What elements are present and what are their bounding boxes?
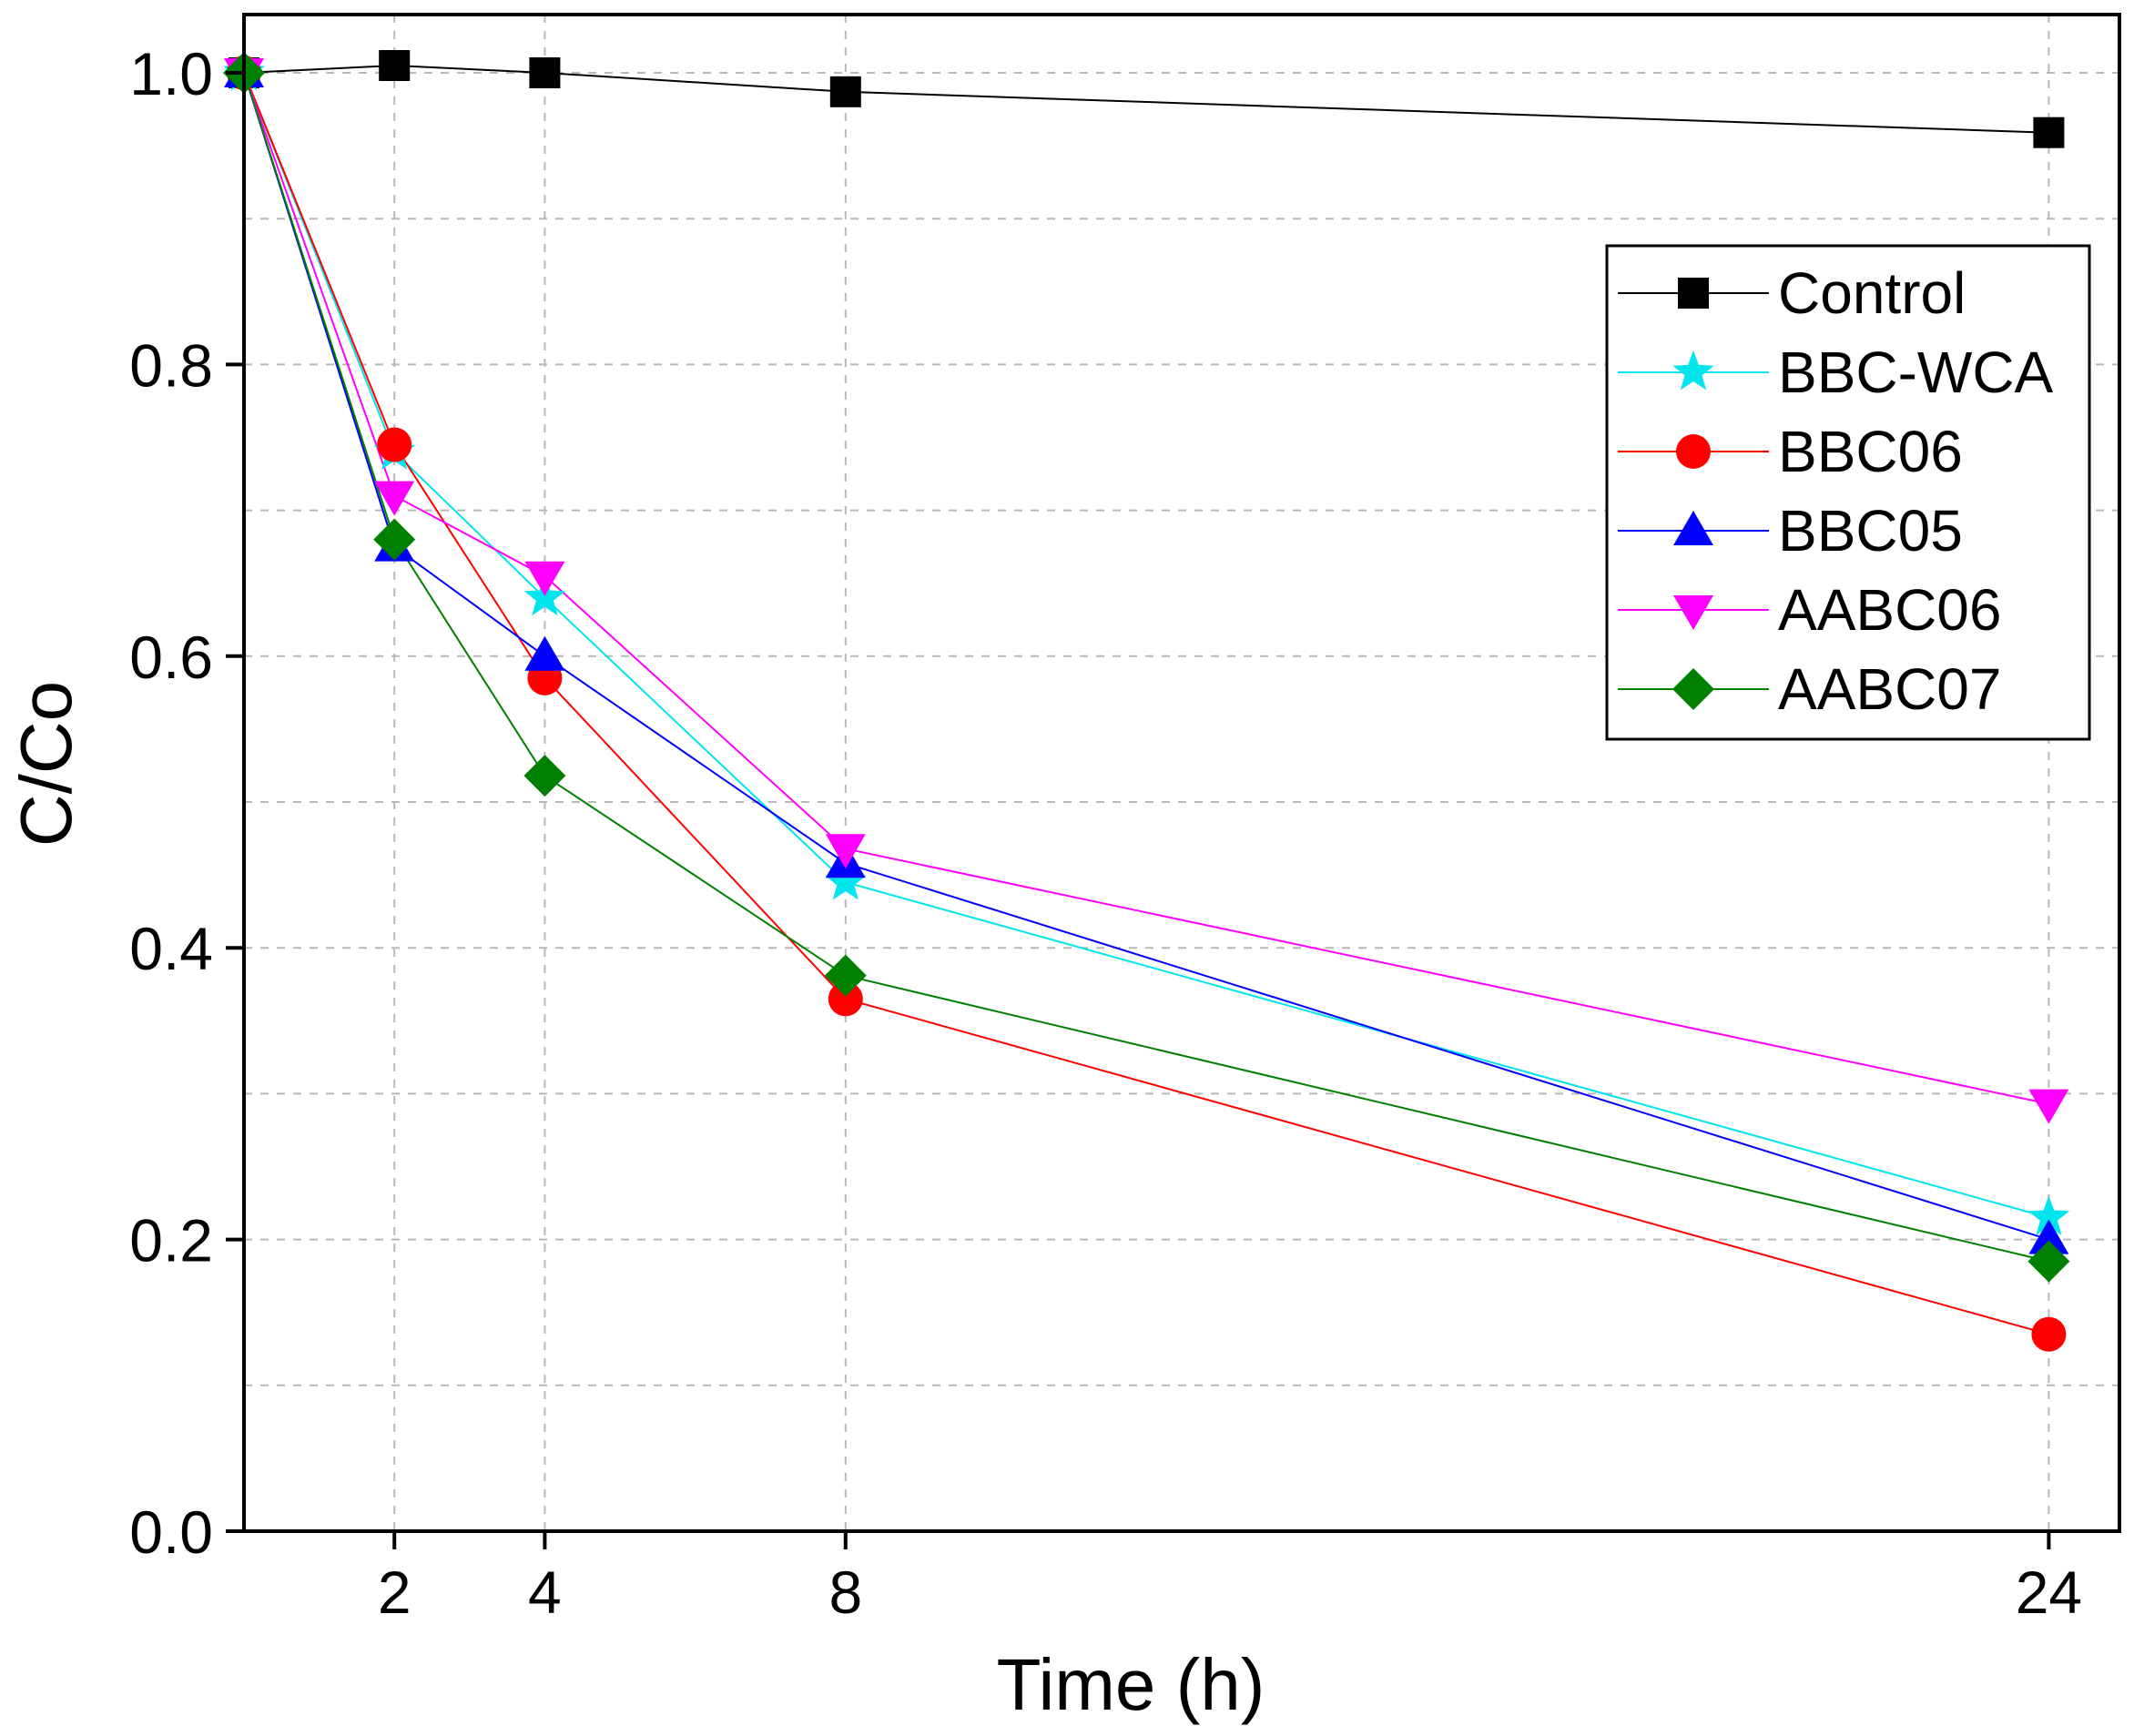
- data-point-control-2: [379, 49, 411, 81]
- x-tick-label: 2: [378, 1558, 412, 1626]
- y-tick-label: 0.6: [129, 624, 213, 691]
- data-point-aabc06-8: [825, 834, 866, 869]
- data-point-control-4: [529, 57, 561, 88]
- x-tick-label: 4: [528, 1558, 562, 1626]
- plot-frame: [242, 13, 2121, 1533]
- legend-item-aabc06: AABC06: [1618, 577, 2001, 643]
- legend: Control BBC-WCA BBC06 BBC05 AABC06 AABC07: [1605, 244, 2091, 741]
- legend-marker-bbc-wca: [1672, 350, 1714, 391]
- data-point-bbc-wca-8: [825, 860, 867, 900]
- y-tick-label: 0.4: [129, 915, 213, 982]
- legend-marker-control: [1678, 278, 1709, 309]
- legend-item-bbc05: BBC05: [1618, 498, 1963, 563]
- y-tick-label: 0.8: [129, 331, 213, 399]
- legend-label: BBC-WCA: [1778, 340, 2054, 405]
- y-tick-label: 0.2: [129, 1207, 213, 1274]
- legend-item-control: Control: [1618, 260, 1966, 326]
- x-tick-label: 8: [828, 1558, 862, 1626]
- x-tick-label: 24: [2016, 1558, 2082, 1626]
- legend-label: BBC05: [1778, 498, 1963, 563]
- data-point-control-24: [2033, 117, 2065, 148]
- data-point-bbc05-4: [524, 635, 565, 671]
- data-point-aabc07-8: [824, 954, 867, 997]
- legend-label: BBC06: [1778, 419, 1963, 484]
- legend-item-bbc-wca: BBC-WCA: [1618, 340, 2054, 405]
- legend-label: AABC06: [1778, 577, 2001, 643]
- data-point-bbc-wca-24: [2027, 1195, 2070, 1235]
- legend-marker-aabc07: [1672, 668, 1714, 710]
- data-point-aabc07-4: [523, 755, 566, 797]
- ticks: 2 4 8 240.00.20.40.60.81.0: [129, 40, 2082, 1626]
- y-tick-label: 1.0: [129, 40, 213, 107]
- legend-marker-bbc05: [1673, 511, 1713, 545]
- data-point-control-8: [829, 76, 861, 107]
- data-point-bbc06-8: [828, 981, 863, 1017]
- series-layer: [223, 49, 2070, 1352]
- data-point-aabc06-4: [524, 561, 565, 596]
- legend-label: Control: [1778, 260, 1966, 326]
- y-axis-title: C/Co: [5, 681, 86, 847]
- legend-marker-aabc06: [1673, 595, 1713, 630]
- legend-item-bbc06: BBC06: [1618, 419, 1963, 484]
- legend-item-aabc07: AABC07: [1618, 656, 2001, 722]
- x-axis-title: Time (h): [997, 1644, 1265, 1725]
- data-point-aabc06-24: [2028, 1089, 2069, 1124]
- data-point-aabc07-24: [2027, 1240, 2070, 1283]
- data-point-bbc06-24: [2031, 1316, 2067, 1352]
- y-tick-label: 0.0: [129, 1498, 213, 1566]
- data-point-aabc06-2: [374, 481, 415, 516]
- data-point-bbc06-2: [377, 427, 412, 462]
- legend-box: [1605, 244, 2091, 741]
- data-point-aabc07-2: [373, 518, 416, 561]
- legend-label: AABC07: [1778, 656, 2001, 722]
- data-point-bbc05-24: [2028, 1219, 2069, 1254]
- legend-marker-bbc06: [1676, 434, 1711, 469]
